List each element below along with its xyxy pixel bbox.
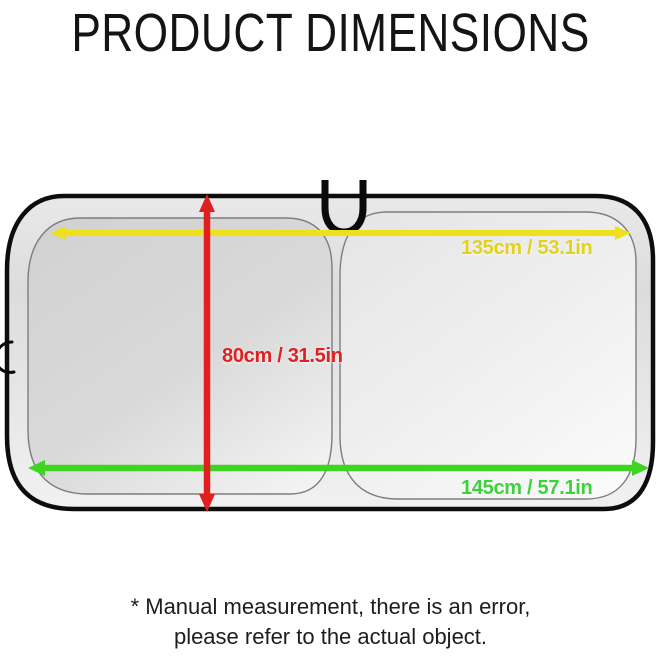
dimension-label-height: 80cm / 31.5in xyxy=(222,345,343,367)
footnote: * Manual measurement, there is an error,… xyxy=(0,592,661,652)
page-title: PRODUCT DIMENSIONS xyxy=(71,3,590,63)
product-illustration xyxy=(0,150,661,550)
right-panel xyxy=(339,211,637,500)
footnote-line-2: please refer to the actual object. xyxy=(173,624,488,649)
left-edge-elastic-loop-icon xyxy=(0,340,16,374)
dimension-label-top-width: 135cm / 53.1in xyxy=(461,237,593,259)
dimension-arrow-bottom-width xyxy=(28,460,649,476)
dimension-arrow-top-width xyxy=(50,226,631,240)
left-panel xyxy=(27,217,333,495)
dimension-label-bottom-width: 145cm / 57.1in xyxy=(461,477,593,499)
footnote-line-1: * Manual measurement, there is an error, xyxy=(130,594,531,619)
dimension-arrow-height xyxy=(199,194,215,512)
